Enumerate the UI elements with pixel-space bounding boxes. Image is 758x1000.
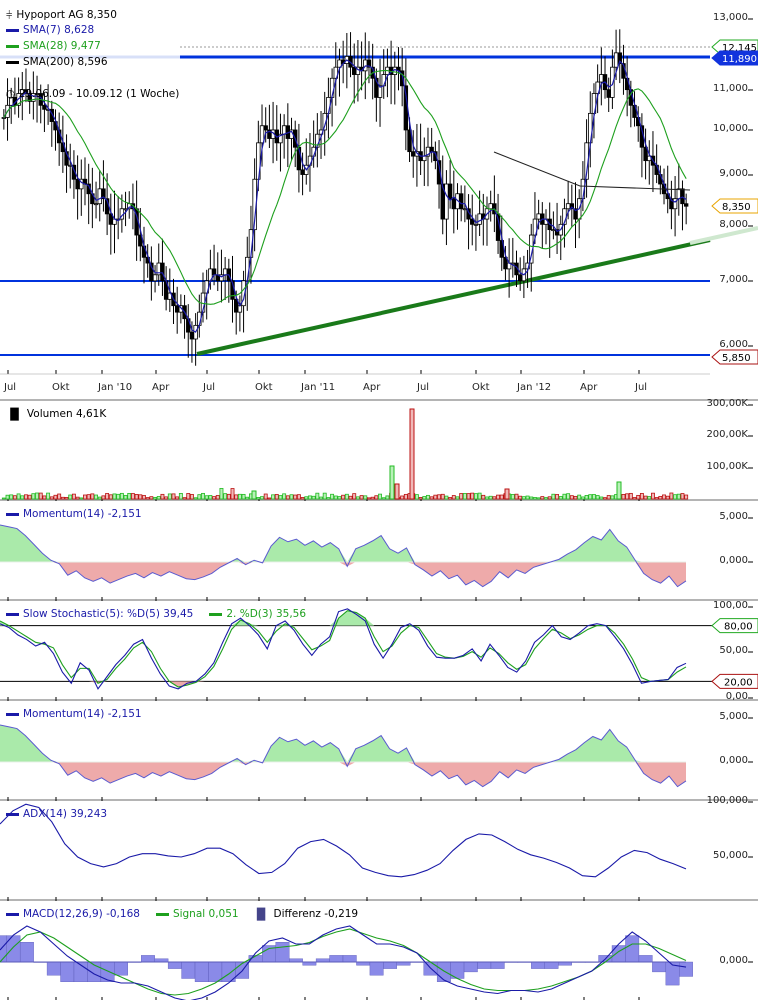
x-axis-label: Okt (472, 382, 490, 393)
volume-bars-icon: ▐▌ (6, 407, 23, 421)
signal-label: Signal 0,051 (172, 908, 239, 920)
legend-sma7-label: SMA(7) 8,628 (23, 24, 95, 36)
svg-text:11,890: 11,890 (722, 54, 757, 65)
price-tag-11,890: 11,890 (711, 50, 758, 66)
price-tag-8,350: 8,350 (711, 198, 758, 214)
legend-sma7: SMA(7) 8,628 (6, 24, 94, 36)
legend-adx: ADX(14) 39,243 (6, 808, 107, 820)
momentum1-label: Momentum(14) -2,151 (23, 508, 142, 520)
x-axis-label: Jul (4, 382, 17, 393)
sma200-swatch-icon (6, 60, 19, 64)
momentum2-y-tick: 5,000 (719, 711, 748, 722)
legend-momentum-2: Momentum(14) -2,151 (6, 708, 142, 720)
x-axis-label: Jul (203, 382, 216, 393)
x-axis-label: Apr (363, 382, 381, 393)
price-y-tick: 13,000 (713, 12, 748, 23)
x-axis-label: Jan '11 (301, 382, 336, 393)
adx-swatch-icon (6, 812, 19, 816)
legend-momentum-1: Momentum(14) -2,151 (6, 508, 142, 520)
diff-label: Differenz -0,219 (273, 908, 359, 920)
stoch-d5-swatch-icon (6, 612, 19, 616)
momentum2-y-tick: 0,000 (719, 755, 748, 766)
svg-text:8,350: 8,350 (722, 202, 751, 213)
legend-macd: MACD(12,26,9) -0,168 Signal 0,051 ▐▌ Dif… (6, 908, 358, 920)
price-y-tick: 10,000 (713, 123, 748, 134)
x-axis-label: Apr (580, 382, 598, 393)
legend-stochastic: Slow Stochastic(5): %D(5) 39,45 2. %D(3)… (6, 608, 306, 620)
volume-y-tick: 100,00K (706, 461, 748, 472)
stochastic-y-tick: 50,00 (719, 645, 748, 656)
stoch-d3-swatch-icon (209, 612, 223, 616)
momentum-swatch-icon (6, 512, 19, 516)
clock-icon: 🕒︎ (6, 87, 15, 101)
x-axis-label: Okt (52, 382, 70, 393)
adx-y-tick: 100,000 (706, 795, 748, 806)
price-y-tick: 8,000 (719, 219, 748, 230)
stochastic-y-tick: 0,00 (725, 691, 748, 702)
legend-sma200-label: SMA(200) 8,596 (23, 56, 108, 68)
macd-y-tick: 0,000 (719, 955, 748, 966)
momentum1-y-tick: 5,000 (719, 511, 748, 522)
signal-swatch-icon (155, 912, 169, 916)
price-tag-5,850: 5,850 (711, 349, 758, 365)
x-axis-label: Jan '12 (517, 382, 552, 393)
period-label: 29.06.09 - 10.09.12 (1 Woche) (18, 88, 180, 100)
x-axis-label: Okt (255, 382, 273, 393)
adx-y-tick: 50,000 (713, 850, 748, 861)
svg-text:20,00: 20,00 (724, 677, 753, 688)
price-y-tick: 6,000 (719, 339, 748, 350)
histogram-icon: ▐▌ (252, 907, 270, 921)
candlestick-icon: ⫩ (6, 8, 13, 22)
volume-label: Volumen 4,61K (26, 408, 107, 420)
x-axis-label: Jul (417, 382, 430, 393)
legend-period: 🕒︎ 29.06.09 - 10.09.12 (1 Woche) (6, 88, 179, 100)
stoch-d3-label: 2. %D(3) 35,56 (226, 608, 307, 620)
svg-text:12,145: 12,145 (722, 43, 757, 54)
stochastic-y-tick: 100,00 (713, 600, 748, 611)
legend-sma200: SMA(200) 8,596 (6, 56, 108, 68)
x-axis-label: Jan '10 (98, 382, 133, 393)
momentum1-y-tick: 0,000 (719, 555, 748, 566)
svg-text:80,00: 80,00 (724, 622, 753, 633)
x-axis-label: Jul (635, 382, 648, 393)
legend-price-label: Hypoport AG 8,350 (16, 9, 117, 21)
sma7-swatch-icon (6, 28, 19, 32)
momentum2-label: Momentum(14) -2,151 (23, 708, 142, 720)
momentum2-swatch-icon (6, 712, 19, 716)
svg-text:5,850: 5,850 (722, 353, 751, 364)
legend-volume: ▐▌ Volumen 4,61K (6, 408, 106, 420)
adx-label: ADX(14) 39,243 (23, 808, 108, 820)
legend-sma28-label: SMA(28) 9,477 (23, 40, 101, 52)
price-y-tick: 9,000 (719, 168, 748, 179)
macd-label: MACD(12,26,9) -0,168 (23, 908, 140, 920)
stoch-d5-label: Slow Stochastic(5): %D(5) 39,45 (23, 608, 194, 620)
price-y-tick: 11,000 (713, 83, 748, 94)
volume-y-tick: 300,00K (706, 398, 748, 409)
sma28-swatch-icon (6, 44, 19, 48)
price-y-tick: 7,000 (719, 274, 748, 285)
legend-price: ⫩ Hypoport AG 8,350 (6, 9, 117, 21)
macd-swatch-icon (6, 912, 19, 916)
x-axis-label: Apr (152, 382, 170, 393)
legend-sma28: SMA(28) 9,477 (6, 40, 101, 52)
volume-y-tick: 200,00K (706, 429, 748, 440)
